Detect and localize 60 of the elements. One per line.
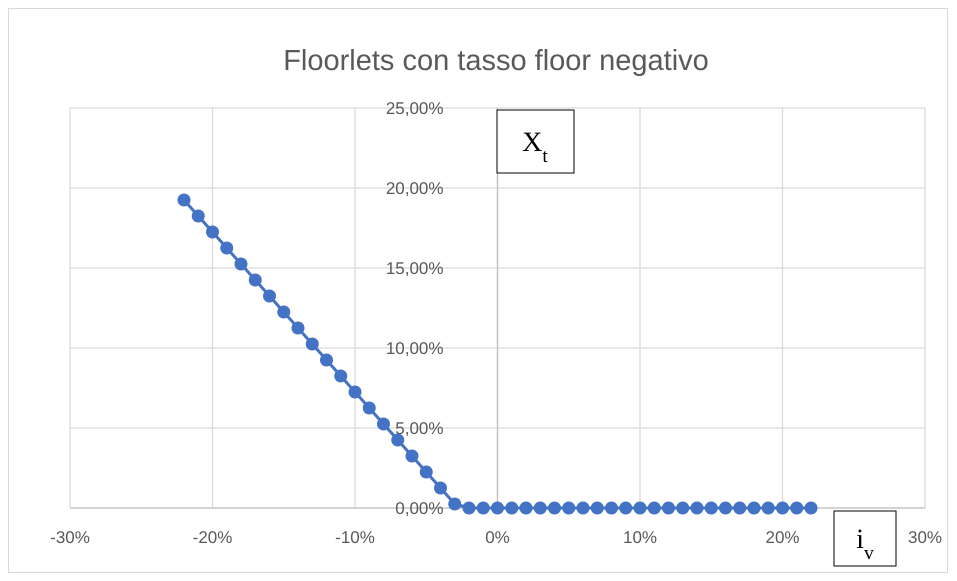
point bbox=[178, 194, 190, 206]
point bbox=[690, 502, 704, 514]
x-tick-label: -20% bbox=[192, 528, 232, 547]
point bbox=[748, 502, 760, 514]
point bbox=[548, 502, 561, 514]
y-tick-label: 25,00% bbox=[386, 99, 444, 118]
x-tick-label: -10% bbox=[335, 528, 375, 547]
point bbox=[719, 502, 732, 514]
point bbox=[476, 502, 490, 514]
point bbox=[590, 502, 604, 514]
x-axis-title: i$_{v}$ bbox=[856, 524, 874, 564]
y-tick-label: 15,00% bbox=[386, 259, 444, 278]
point bbox=[292, 322, 304, 334]
point bbox=[733, 502, 746, 514]
point bbox=[776, 502, 789, 514]
y-tick-label: 5,00% bbox=[395, 419, 444, 438]
point bbox=[377, 418, 390, 430]
point bbox=[220, 242, 234, 254]
point bbox=[520, 502, 532, 514]
point bbox=[192, 210, 205, 222]
y-axis-title: X$_{t}$ bbox=[522, 127, 548, 166]
point bbox=[605, 502, 618, 514]
point bbox=[348, 386, 362, 398]
point bbox=[434, 482, 447, 494]
x-tick-label: 30% bbox=[908, 528, 942, 547]
point bbox=[263, 290, 276, 302]
y-tick-label: 10,00% bbox=[386, 339, 444, 358]
point bbox=[334, 370, 348, 382]
point bbox=[790, 502, 804, 514]
chart-title: Floorlets con tasso floor negativo bbox=[283, 45, 709, 77]
x-tick-label: -30% bbox=[50, 528, 90, 547]
y-tick-label: 20,00% bbox=[386, 179, 444, 198]
x-tick-label: 0% bbox=[485, 528, 510, 547]
point bbox=[234, 258, 248, 270]
point bbox=[448, 498, 462, 510]
x-tick-label: 20% bbox=[765, 528, 800, 547]
point bbox=[420, 466, 433, 478]
point bbox=[206, 226, 219, 238]
point bbox=[491, 502, 504, 514]
y-tick-label: 0,00% bbox=[395, 499, 444, 518]
point bbox=[648, 502, 661, 514]
point bbox=[576, 502, 590, 514]
point bbox=[704, 502, 718, 514]
point bbox=[277, 306, 290, 318]
point bbox=[804, 502, 818, 514]
point bbox=[676, 502, 690, 514]
point bbox=[562, 502, 576, 514]
point bbox=[362, 402, 376, 414]
point bbox=[634, 502, 646, 514]
point bbox=[306, 338, 319, 350]
point bbox=[248, 274, 262, 286]
point bbox=[619, 502, 632, 514]
point bbox=[505, 502, 518, 514]
point bbox=[320, 354, 333, 366]
point bbox=[406, 450, 418, 462]
point bbox=[534, 502, 547, 514]
x-tick-label: 10% bbox=[622, 528, 658, 547]
point bbox=[662, 502, 675, 514]
point bbox=[462, 502, 476, 514]
point bbox=[762, 502, 775, 514]
